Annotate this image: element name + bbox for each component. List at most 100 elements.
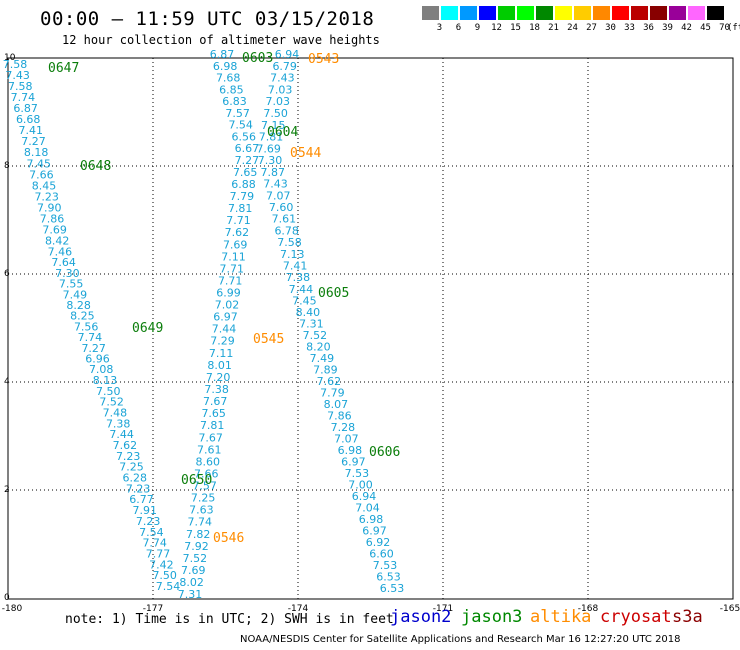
color-swatch [593, 6, 610, 20]
wave-height-value: 6.85 [219, 83, 244, 96]
wave-height-value: 7.41 [283, 260, 308, 273]
wave-height-value: 7.30 [55, 267, 80, 280]
wave-height-value: 7.27 [235, 154, 260, 167]
color-swatch [479, 6, 496, 20]
color-scale-label: 36 [643, 23, 654, 33]
wave-height-value: 7.81 [259, 131, 284, 144]
jason3-pass-label: 0649 [132, 321, 163, 336]
wave-height-value: 7.43 [263, 178, 288, 191]
wave-height-value: 7.23 [116, 450, 141, 463]
wave-height-value: 7.50 [152, 569, 177, 582]
wave-height-value: 7.11 [221, 250, 246, 263]
latitude-tick-label: 2 [4, 485, 10, 495]
color-scale-unit: (ft) [727, 23, 740, 33]
jason3-pass-label: 0603 [242, 51, 273, 66]
wave-height-value: 7.61 [197, 443, 222, 456]
latitude-tick-label: 8 [4, 161, 10, 171]
wave-height-value: 7.45 [27, 157, 52, 170]
wave-height-value: 6.98 [359, 513, 384, 526]
longitude-tick-label: -168 [578, 604, 599, 614]
wave-height-value: 7.28 [331, 421, 356, 434]
wave-height-value: 7.74 [78, 331, 103, 344]
wave-height-value: 7.63 [189, 504, 214, 517]
wave-height-value: 6.83 [222, 95, 247, 108]
color-swatch [669, 6, 686, 20]
wave-height-value: 6.53 [376, 571, 401, 584]
longitude-tick-label: -180 [2, 604, 23, 614]
wave-height-value: 7.15 [261, 119, 286, 132]
wave-height-value: 7.67 [203, 395, 228, 408]
color-scale-label: 27 [586, 23, 597, 33]
wave-height-value: 7.48 [103, 407, 128, 420]
color-scale-label: 33 [624, 23, 635, 33]
legend-jason3: jason3 [461, 607, 523, 627]
color-scale-label: 6 [455, 23, 462, 33]
wave-height-value: 6.88 [231, 178, 256, 191]
wave-height-value: 7.43 [5, 69, 30, 82]
wave-height-value: 6.94 [275, 48, 300, 61]
color-scale-label: 18 [529, 23, 540, 33]
wave-height-value: 7.71 [218, 274, 243, 287]
jason3-pass-label: 0647 [48, 61, 79, 76]
wave-height-value: 7.07 [266, 189, 291, 202]
wave-height-value: 7.11 [209, 347, 234, 360]
wave-height-value: 7.00 [348, 478, 373, 491]
wave-height-value: 7.25 [191, 492, 216, 505]
wave-height-value: 7.23 [136, 515, 161, 528]
wave-height-value: 7.60 [269, 201, 294, 214]
wave-height-value: 6.87 [13, 102, 38, 115]
color-swatch [536, 6, 553, 20]
longitude-tick-label: -165 [720, 604, 740, 614]
wave-height-value: 7.31 [299, 317, 324, 330]
wave-height-value: 8.02 [179, 576, 204, 589]
color-scale-label: 3 [436, 23, 443, 33]
wave-height-value: 6.92 [366, 536, 391, 549]
wave-height-value: 7.20 [206, 371, 231, 384]
longitude-tick-labels: -180 -177 -174 -171 -168 -165 [2, 604, 740, 614]
color-scale-label: 9 [474, 23, 481, 33]
wave-height-value: 8.28 [66, 299, 91, 312]
jason3-pass-label: 0648 [80, 159, 111, 174]
wave-height-value: 8.60 [196, 455, 221, 468]
altika-pass-label: 0543 [308, 52, 339, 67]
wave-height-value: 7.49 [310, 352, 335, 365]
wave-height-value: 8.20 [306, 340, 331, 353]
satellite-tracks: 7.587.437.587.746.876.687.417.278.187.45… [3, 48, 405, 601]
longitude-tick-label: -177 [143, 604, 163, 614]
wave-height-value: 7.62 [225, 226, 250, 239]
jason3-pass-label: 0606 [369, 445, 400, 460]
wave-height-value: 7.03 [268, 83, 293, 96]
wave-height-value: 7.89 [313, 363, 338, 376]
jason3-pass-label: 0604 [267, 125, 298, 140]
longitude-tick-label: -174 [288, 604, 309, 614]
wave-height-value: 7.62 [317, 375, 342, 388]
wave-height-value: 7.38 [204, 383, 229, 396]
wave-height-value: 7.74 [188, 516, 213, 529]
wave-height-value: 7.87 [261, 166, 286, 179]
wave-height-value: 6.28 [123, 472, 148, 485]
wave-height-value: 7.38 [286, 271, 311, 284]
wave-height-value: 7.07 [334, 432, 359, 445]
wave-height-value: 6.68 [16, 113, 41, 126]
wave-height-value: 7.71 [220, 262, 245, 275]
wave-height-value: 7.53 [373, 559, 398, 572]
wave-height-value: 6.98 [213, 60, 238, 73]
latitude-tick-label: 0 [4, 593, 10, 603]
wave-height-value: 7.69 [42, 224, 67, 237]
jason3-pass-label: 0650 [181, 473, 212, 488]
wave-height-value: 8.42 [45, 235, 70, 248]
wave-height-value: 7.92 [184, 540, 209, 553]
wave-height-value: 6.98 [338, 444, 363, 457]
wave-height-value: 7.66 [194, 468, 219, 481]
color-swatch [460, 6, 477, 20]
wave-height-value: 7.13 [280, 248, 305, 261]
wave-height-value: 7.41 [19, 124, 44, 137]
wave-height-value: 7.04 [355, 502, 380, 515]
page-title: 00:00 – 11:59 UTC 03/15/2018 [40, 8, 375, 30]
color-swatch [688, 6, 705, 20]
wave-height-value: 7.44 [212, 323, 237, 336]
color-scale-label: 39 [662, 23, 673, 33]
altika-pass-label: 0545 [253, 332, 284, 347]
wave-height-value: 7.62 [113, 439, 138, 452]
